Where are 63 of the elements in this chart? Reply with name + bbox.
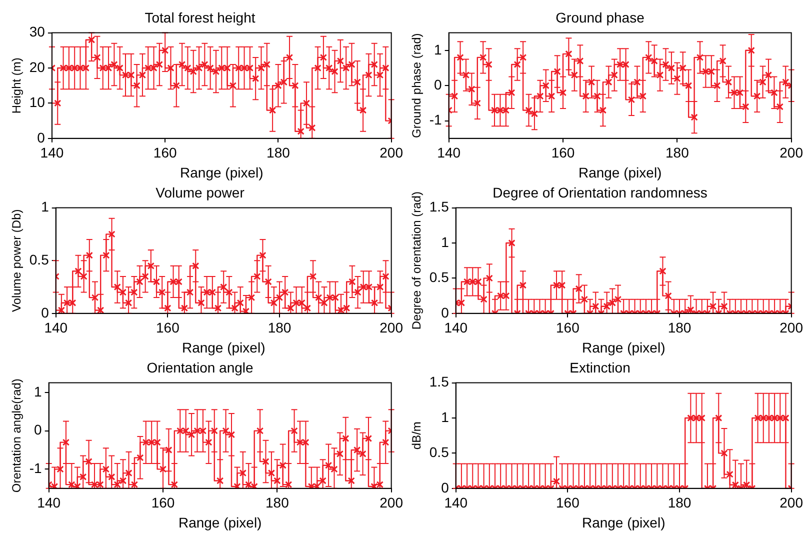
x-tick-label: 160 bbox=[551, 144, 575, 161]
y-tick-label: 1 bbox=[441, 408, 450, 425]
x-axis-title: Range (pixel) bbox=[582, 514, 666, 530]
y-axis-title: Degree of orentation (rad) bbox=[410, 192, 424, 330]
y-tick-label: 0 bbox=[441, 479, 450, 496]
y-tick-label: 0 bbox=[41, 304, 50, 320]
y-tick-label: 1.5 bbox=[429, 198, 450, 215]
x-tick-label: 160 bbox=[153, 144, 177, 161]
x-tick-label: 160 bbox=[151, 494, 175, 511]
y-tick-label: 20 bbox=[29, 58, 46, 75]
chart-title: Orientation angle bbox=[146, 359, 254, 376]
y-tick-label: 30 bbox=[29, 24, 46, 40]
y-tick-label: 0.5 bbox=[429, 269, 450, 286]
x-tick-label: 200 bbox=[780, 144, 804, 161]
y-tick-label: 0 bbox=[37, 129, 46, 146]
x-axis-title: Range (pixel) bbox=[180, 164, 264, 180]
x-axis-title: Range (pixel) bbox=[182, 339, 266, 356]
chart-title: Total forest height bbox=[144, 9, 256, 26]
x-tick-label: 200 bbox=[780, 320, 804, 336]
x-tick-label: 140 bbox=[37, 494, 61, 511]
y-axis-title: Ground phase (rad) bbox=[410, 33, 424, 138]
x-tick-label: 140 bbox=[437, 144, 461, 161]
x-tick-label: 180 bbox=[265, 494, 290, 511]
x-axis-title: Range (pixel) bbox=[178, 514, 262, 530]
x-tick-label: 180 bbox=[268, 320, 292, 336]
y-axis-title: Height (m) bbox=[10, 58, 24, 114]
x-tick-label: 140 bbox=[444, 494, 468, 511]
x-tick-label: 200 bbox=[380, 144, 404, 161]
y-tick-label: 1 bbox=[41, 198, 50, 215]
x-tick-label: 200 bbox=[380, 494, 404, 511]
y-tick-label: 1 bbox=[434, 41, 442, 58]
y-tick-label: -1 bbox=[429, 112, 442, 128]
y-axis-title: Orentation angle(rad) bbox=[10, 378, 24, 493]
y-tick-label: 1 bbox=[34, 383, 42, 400]
y-tick-label: -1 bbox=[29, 460, 42, 476]
x-tick-label: 160 bbox=[556, 494, 580, 511]
x-tick-label: 160 bbox=[556, 320, 580, 336]
x-tick-label: 160 bbox=[156, 320, 180, 336]
y-tick-label: 10 bbox=[29, 94, 46, 110]
chart-title: Volume power bbox=[156, 184, 245, 200]
y-tick-label: 1.5 bbox=[429, 374, 450, 390]
y-tick-label: 0.5 bbox=[429, 444, 450, 460]
x-tick-label: 180 bbox=[266, 144, 290, 161]
x-tick-label: 200 bbox=[780, 494, 804, 511]
x-tick-label: 140 bbox=[40, 144, 64, 161]
y-axis-title: Volume power (Db) bbox=[10, 209, 24, 312]
x-tick-label: 180 bbox=[665, 144, 690, 161]
x-tick-label: 140 bbox=[444, 320, 468, 336]
y-tick-label: 0.5 bbox=[29, 251, 50, 268]
y-tick-label: 1 bbox=[441, 234, 450, 250]
chart-title: Extinction bbox=[570, 359, 630, 376]
y-tick-label: 0 bbox=[34, 422, 42, 438]
x-tick-label: 180 bbox=[668, 494, 692, 511]
y-tick-label: 0 bbox=[441, 304, 450, 320]
x-tick-label: 200 bbox=[380, 320, 404, 336]
x-tick-label: 180 bbox=[668, 320, 692, 336]
y-tick-label: 0 bbox=[434, 76, 442, 92]
chart-title: Ground phase bbox=[556, 9, 645, 26]
x-tick-label: 140 bbox=[44, 320, 68, 336]
x-axis-title: Range (pixel) bbox=[582, 339, 666, 356]
chart-title: Degree of Orientation randomness bbox=[492, 184, 708, 200]
x-axis-title: Range (pixel) bbox=[578, 164, 662, 180]
y-axis-title: dB/m bbox=[410, 422, 424, 450]
